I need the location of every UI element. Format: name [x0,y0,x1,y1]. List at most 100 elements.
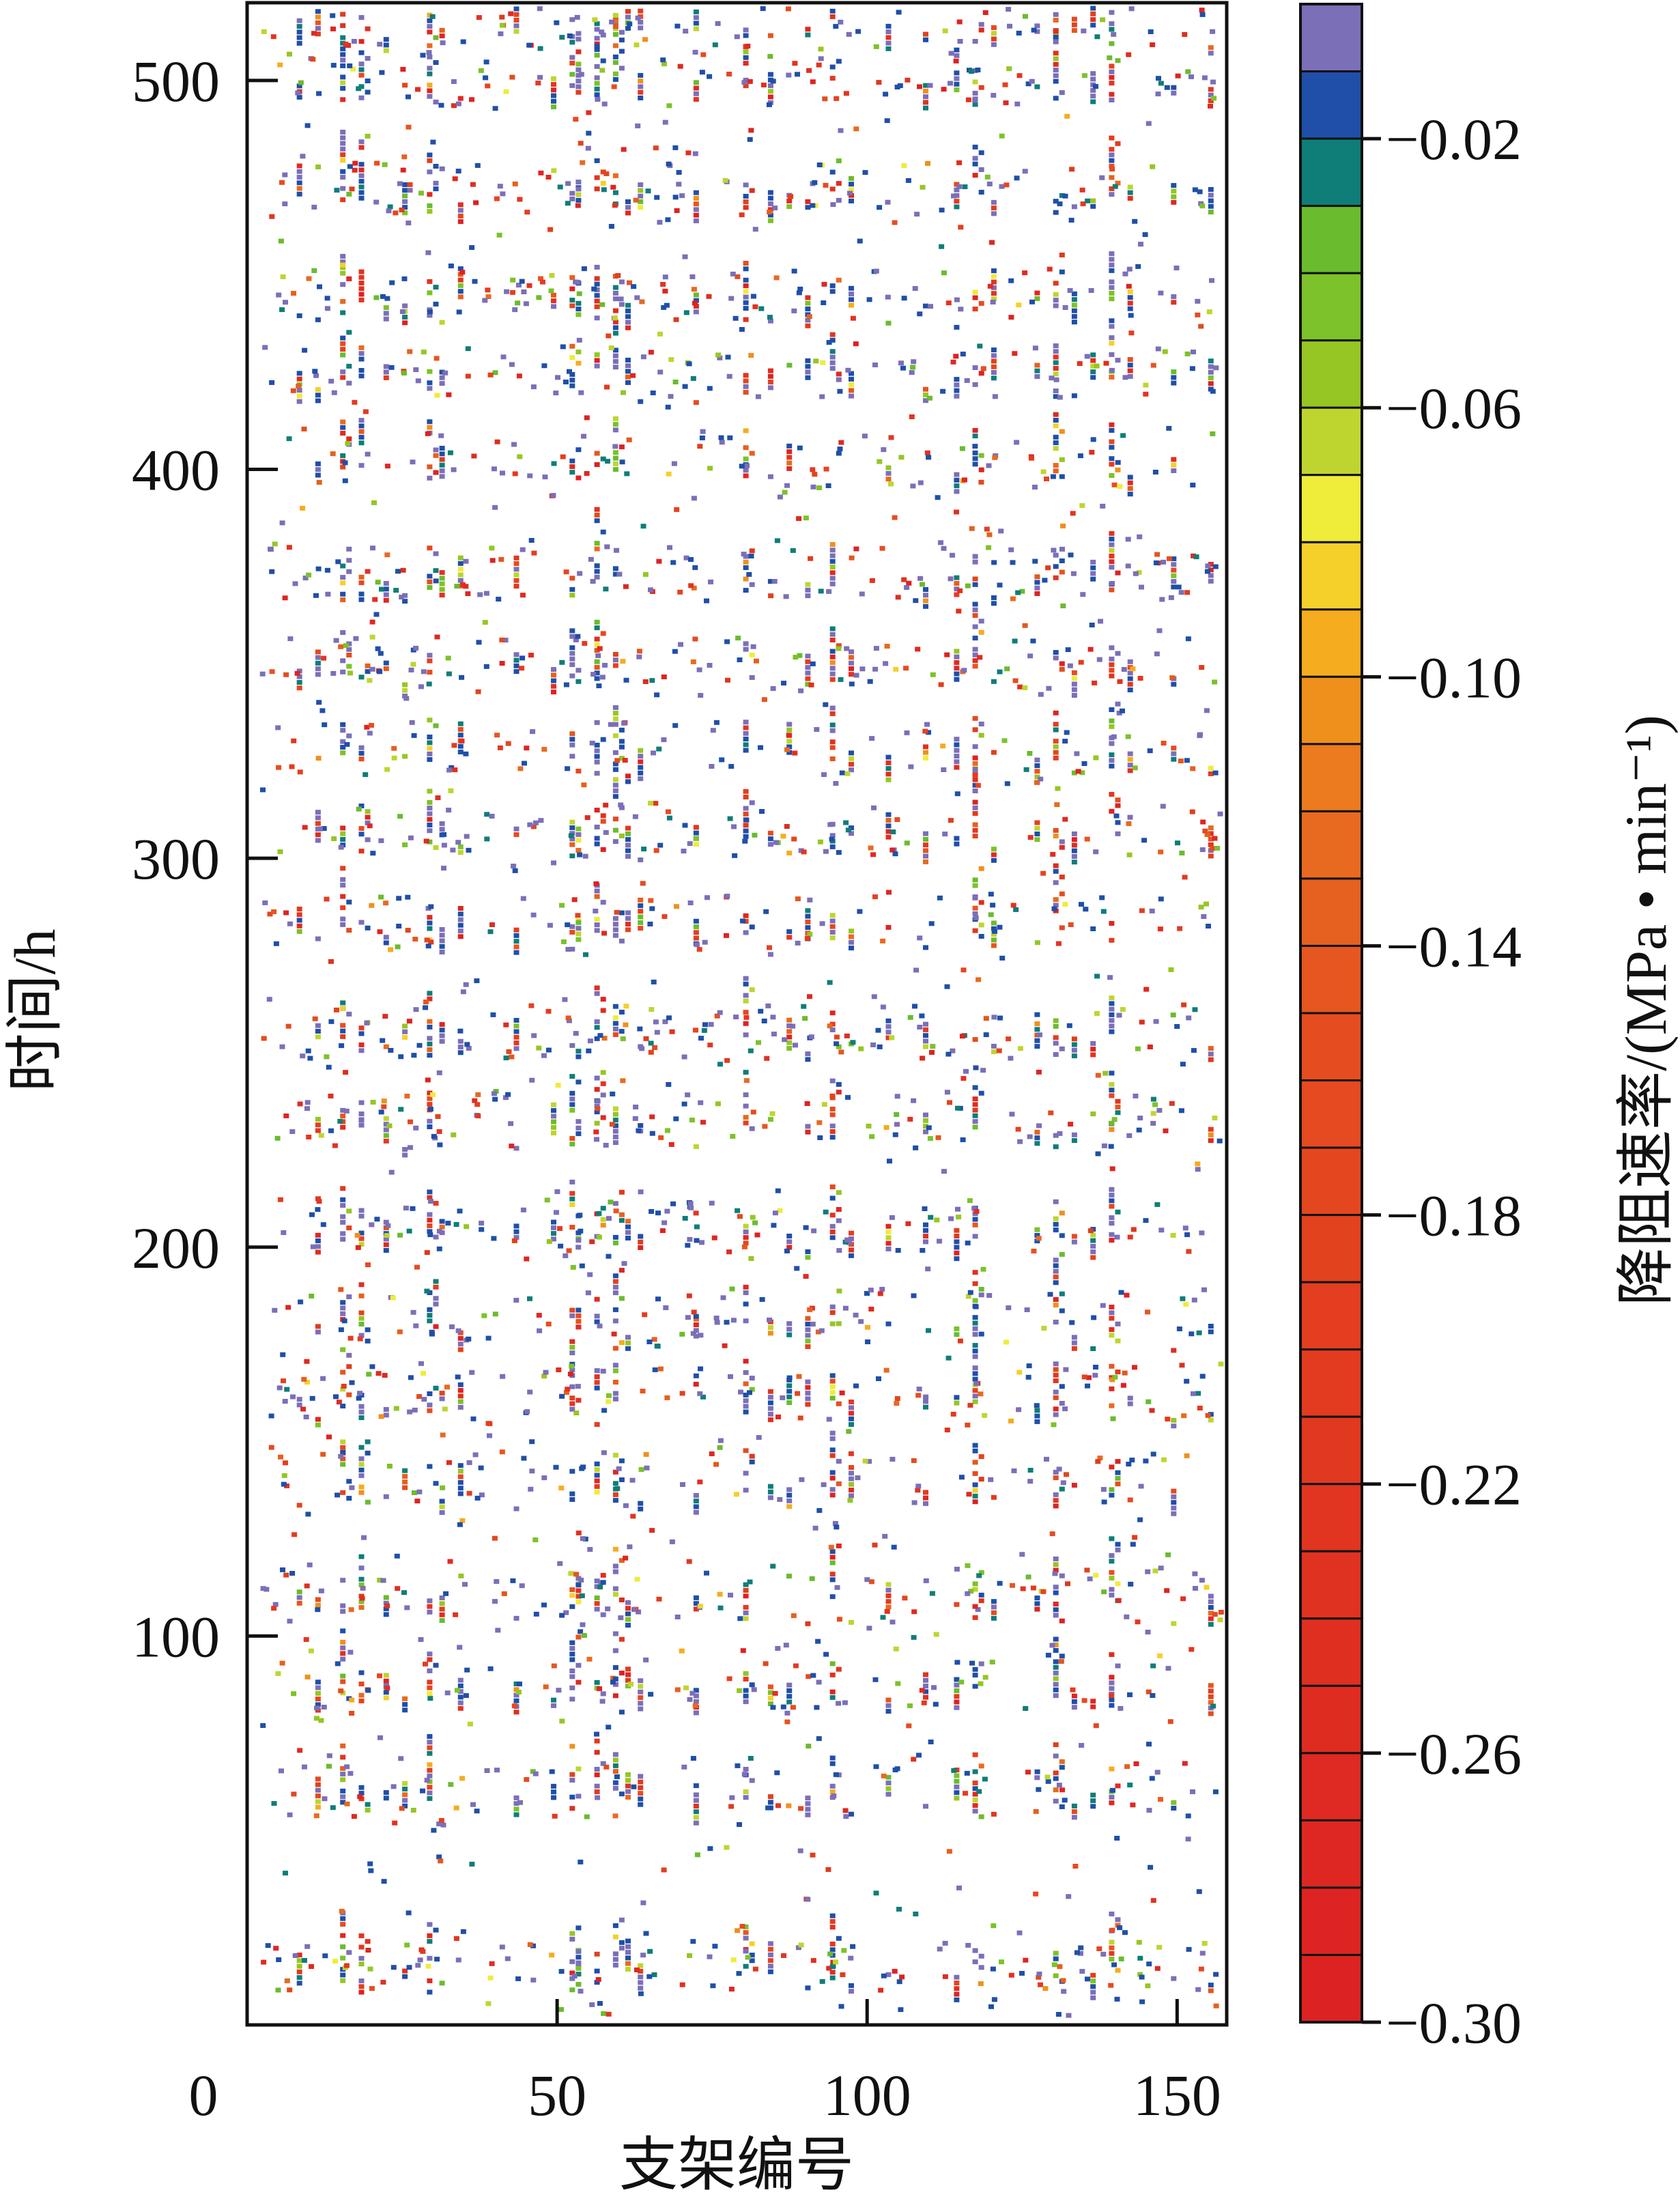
heatmap-cell [427,29,433,35]
heatmap-cell [606,1216,612,1221]
heatmap-cell [315,26,321,31]
heatmap-cell [972,1102,978,1107]
heatmap-cell [340,1772,346,1777]
heatmap-cell [513,832,519,837]
heatmap-cell [603,1143,609,1148]
heatmap-cell [527,1942,533,1947]
heatmap-cell [1047,1292,1053,1297]
heatmap-cell [1034,84,1040,89]
heatmap-cell [427,1307,433,1312]
heatmap-cell [439,1224,445,1230]
heatmap-cell [725,677,730,683]
heatmap-cell [972,161,978,167]
heatmap-cell [923,842,928,848]
heatmap-cell [810,467,816,472]
heatmap-cell [340,575,346,580]
heatmap-cell [380,294,386,299]
heatmap-cell [767,945,772,950]
heatmap-cell [885,1791,892,1797]
heatmap-cell [911,359,917,365]
heatmap-cell [377,1673,382,1679]
heatmap-cell [1208,203,1214,209]
heatmap-cell [1158,1797,1163,1802]
heatmap-cell [345,441,351,446]
heatmap-cell [972,1348,978,1354]
heatmap-cell [836,59,842,64]
heatmap-cell [402,1029,408,1034]
heatmap-cell [464,1042,470,1047]
heatmap-cell [743,1409,749,1415]
heatmap-cell [638,79,644,84]
heatmap-cell [841,1948,847,1953]
heatmap-cell [1090,1792,1096,1798]
heatmap-cell [972,744,978,750]
heatmap-cell [681,849,687,854]
heatmap-cell [717,1010,723,1015]
heatmap-cell [406,1228,412,1234]
heatmap-cell [1127,763,1133,768]
heatmap-cell [585,1290,591,1296]
heatmap-cell [805,919,811,924]
heatmap-cell [383,1595,389,1600]
heatmap-cell [743,1677,749,1682]
heatmap-cell [638,1501,644,1506]
heatmap-cell [904,840,910,846]
heatmap-cell [1090,1346,1096,1351]
heatmap-cell [515,300,521,306]
heatmap-cell [541,1475,547,1481]
heatmap-cell [513,1298,519,1303]
heatmap-cell [487,372,494,378]
heatmap-cell [390,1295,396,1301]
heatmap-cell [587,1038,593,1044]
heatmap-cell [1109,1950,1115,1956]
heatmap-cell [340,922,346,927]
heatmap-cell [1040,1589,1047,1594]
heatmap-cell [954,509,959,515]
heatmap-cell [625,1623,631,1628]
heatmap-cell [397,1329,403,1335]
heatmap-cell [913,967,920,973]
heatmap-cell [594,1951,600,1957]
heatmap-cell [786,1694,793,1699]
heatmap-cell [612,933,618,938]
heatmap-cell [743,1616,749,1621]
heatmap-cell [527,1296,532,1301]
heatmap-cell [324,567,330,573]
heatmap-cell [340,431,346,436]
heatmap-cell [581,434,586,439]
heatmap-cell [575,61,582,67]
heatmap-cell [784,483,790,488]
heatmap-cell [831,1793,837,1798]
heatmap-cell [1150,1663,1156,1669]
heatmap-cell [343,643,349,649]
heatmap-cell [625,1224,631,1230]
heatmap-cell [1156,1107,1163,1113]
heatmap-cell [517,1682,522,1687]
heatmap-cell [1053,1973,1059,1978]
heatmap-cell [1109,1940,1115,1945]
heatmap-cell [635,123,641,128]
heatmap-cell [612,705,618,710]
heatmap-cell [693,1210,699,1216]
heatmap-cell [1053,34,1059,40]
heatmap-cell [1034,832,1040,836]
heatmap-cell [330,63,337,68]
heatmap-cell [805,1333,811,1338]
heatmap-cell [618,744,625,750]
heatmap-cell [972,928,978,933]
heatmap-cell [829,1475,836,1481]
heatmap-cell [1109,74,1115,80]
heatmap-cell [1071,837,1077,842]
heatmap-cell [998,528,1004,534]
heatmap-cell [1136,1940,1142,1945]
heatmap-cell [1071,308,1077,313]
heatmap-cell [594,916,600,922]
heatmap-cell [449,765,455,770]
heatmap-cell [594,836,600,841]
heatmap-cell [575,913,581,918]
heatmap-cell [1149,1408,1155,1413]
heatmap-cell [569,1384,575,1389]
heatmap-cell [340,1231,346,1236]
heatmap-cell [743,1078,750,1083]
heatmap-cell [1109,1652,1115,1658]
